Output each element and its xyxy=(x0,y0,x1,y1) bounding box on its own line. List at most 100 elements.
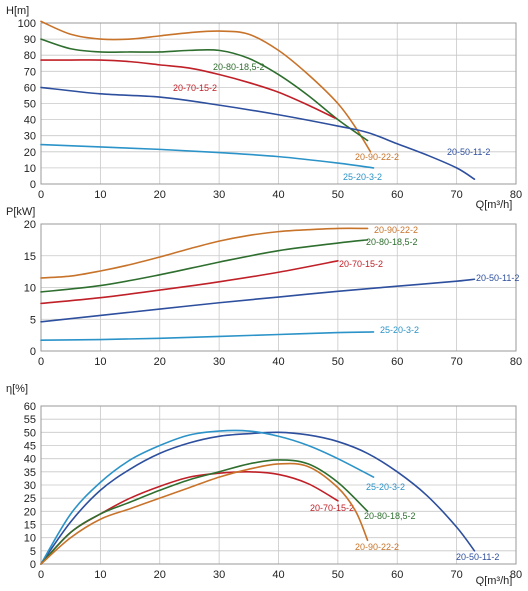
series-line-20-50-11-2 xyxy=(40,278,476,323)
plot-frame xyxy=(40,223,517,352)
x-tick-label: 0 xyxy=(38,569,44,581)
y-tick-label: 10 xyxy=(24,533,36,545)
series-label-20-70-15-2: 20-70-15-2 xyxy=(310,503,354,513)
x-tick-label: 30 xyxy=(213,569,225,581)
x-tick-label: 70 xyxy=(451,189,463,201)
y-tick-label: 15 xyxy=(24,251,36,263)
series-label-25-20-3-2: 25-20-3-2 xyxy=(343,172,382,182)
series-label-20-70-15-2: 20-70-15-2 xyxy=(339,259,383,269)
y-tick-label: 45 xyxy=(24,441,36,453)
grid-lines xyxy=(40,22,517,185)
y-tick-label: 35 xyxy=(24,467,36,479)
y-tick-label: 10 xyxy=(24,163,36,175)
series-line-20-80-18-5-2 xyxy=(40,239,369,293)
x-tick-label: 20 xyxy=(154,356,166,368)
series-line-25-20-3-2 xyxy=(40,331,375,341)
x-tick-label: 70 xyxy=(451,569,463,581)
x-tick-label: 20 xyxy=(154,569,166,581)
series-line-20-80-18-5-2 xyxy=(40,38,369,142)
series-label-20-50-11-2: 20-50-11-2 xyxy=(456,552,499,562)
chart-panel-1: 0 10 20 30 40 50 60 70 80 0 10 20 30 40 50 60 70 80 90 100H… xyxy=(6,5,522,211)
series-label-20-90-22-2: 20-90-22-2 xyxy=(355,152,399,162)
series-label-20-80-18-5-2: 20-80-18,5-2 xyxy=(366,237,418,247)
series-label-25-20-3-2: 25-20-3-2 xyxy=(366,482,405,492)
x-tick-label: 0 xyxy=(38,356,44,368)
x-tick-label: 50 xyxy=(332,189,344,201)
series-label-25-20-3-2: 25-20-3-2 xyxy=(380,325,419,335)
y-tick-label: 80 xyxy=(24,50,36,62)
chart-panel-2: 0 10 20 30 40 50 60 70 8005101520P[kW]20-90-22-2… xyxy=(6,206,522,368)
x-tick-label: 50 xyxy=(332,356,344,368)
series-label-20-50-11-2: 20-50-11-2 xyxy=(476,273,519,283)
series-label-20-70-15-2: 20-70-15-2 xyxy=(173,83,217,93)
series-line-20-70-15-2 xyxy=(40,470,339,565)
series-label-20-90-22-2: 20-90-22-2 xyxy=(374,225,418,235)
series-line-25-20-3-2 xyxy=(40,429,375,565)
x-tick-label: 40 xyxy=(272,569,284,581)
y-tick-label: 50 xyxy=(24,99,36,111)
y-tick-label: 60 xyxy=(24,82,36,94)
x-axis-label: Q[m³/h] xyxy=(476,575,513,586)
x-tick-label: 10 xyxy=(94,569,106,581)
x-tick-label: 20 xyxy=(154,189,166,201)
plot-frame xyxy=(40,22,517,185)
grid-lines xyxy=(40,223,517,352)
series-line-20-90-22-2 xyxy=(40,462,369,565)
x-tick-label: 30 xyxy=(213,356,225,368)
y-tick-label: 40 xyxy=(24,454,36,466)
y-axis-label: H[m] xyxy=(6,5,29,17)
y-tick-label: 60 xyxy=(24,401,36,413)
grid-lines xyxy=(40,405,517,565)
y-tick-label: 40 xyxy=(24,115,36,127)
y-tick-label: 5 xyxy=(30,546,36,558)
y-tick-label: 30 xyxy=(24,480,36,492)
x-tick-label: 10 xyxy=(94,356,106,368)
y-axis-label: P[kW] xyxy=(6,206,35,218)
series-line-20-70-15-2 xyxy=(40,59,336,119)
series-line-25-20-3-2 xyxy=(40,143,375,169)
x-axis-label: Q[m³/h] xyxy=(476,199,513,211)
y-tick-label: 0 xyxy=(30,179,36,191)
x-tick-label: 80 xyxy=(510,189,522,201)
x-tick-label: 40 xyxy=(272,356,284,368)
series-line-20-90-22-2 xyxy=(40,20,372,153)
y-tick-label: 5 xyxy=(30,314,36,326)
y-tick-label: 0 xyxy=(30,346,36,358)
y-tick-label: 25 xyxy=(24,493,36,505)
series-label-20-80-18-5-2: 20-80-18,5-2 xyxy=(364,511,416,521)
y-tick-label: 30 xyxy=(24,131,36,143)
y-tick-label: 90 xyxy=(24,34,36,46)
series-line-20-90-22-2 xyxy=(40,227,369,279)
y-tick-label: 20 xyxy=(24,147,36,159)
y-tick-label: 55 xyxy=(24,414,36,426)
series-line-20-50-11-2 xyxy=(40,86,476,180)
series-label-20-50-11-2: 20-50-11-2 xyxy=(447,147,490,157)
series-line-20-70-15-2 xyxy=(40,260,339,305)
x-tick-label: 60 xyxy=(391,569,403,581)
y-axis-label: η[%] xyxy=(6,383,28,395)
y-tick-label: 20 xyxy=(24,506,36,518)
x-tick-label: 30 xyxy=(213,189,225,201)
plot-frame xyxy=(40,405,517,565)
chart-panel-3: 0 10 20 30 40 50 60 70 8005101520253035404550556… xyxy=(6,383,522,587)
series-line-20-80-18-5-2 xyxy=(40,459,369,565)
x-tick-label: 80 xyxy=(510,356,522,368)
y-tick-label: 70 xyxy=(24,66,36,78)
x-tick-label: 50 xyxy=(332,569,344,581)
x-tick-label: 70 xyxy=(451,356,463,368)
y-tick-label: 10 xyxy=(24,283,36,295)
y-tick-label: 20 xyxy=(24,219,36,231)
y-tick-label: 0 xyxy=(30,559,36,571)
series-label-20-90-22-2: 20-90-22-2 xyxy=(355,542,399,552)
x-tick-label: 40 xyxy=(272,189,284,201)
x-tick-label: 60 xyxy=(391,356,403,368)
x-tick-label: 60 xyxy=(391,189,403,201)
x-tick-label: 80 xyxy=(510,569,522,581)
y-tick-label: 50 xyxy=(24,427,36,439)
series-label-20-80-18-5-2: 20-80-18,5-2 xyxy=(213,62,265,72)
y-tick-label: 100 xyxy=(18,18,36,30)
y-tick-label: 15 xyxy=(24,520,36,532)
x-tick-label: 0 xyxy=(38,189,44,201)
